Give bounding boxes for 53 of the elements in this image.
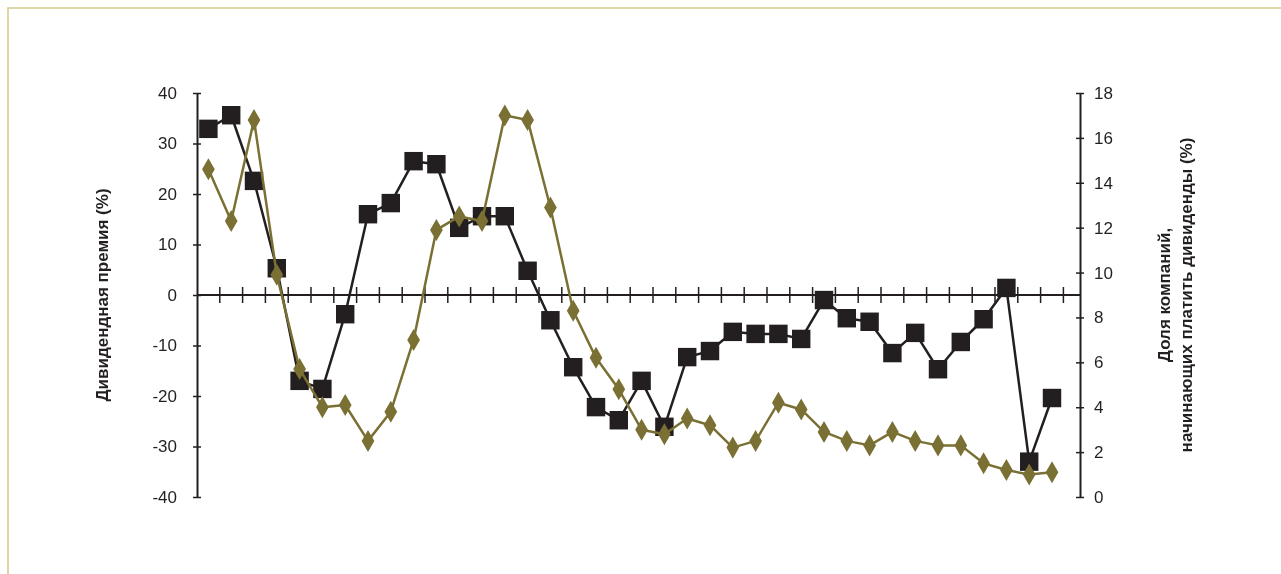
y-tick-label: 20 (158, 184, 177, 204)
point (1019, 452, 1039, 471)
point (769, 324, 788, 344)
y2-tick-label: 4 (1094, 398, 1104, 418)
point (905, 323, 925, 343)
y2-tick-label: 8 (1094, 308, 1104, 328)
point (928, 360, 948, 379)
y2-tick-label: 2 (1094, 443, 1104, 463)
point (427, 154, 446, 174)
point (837, 309, 857, 328)
point (997, 278, 1016, 298)
point (541, 311, 560, 330)
y-tick-label: -20 (152, 386, 177, 406)
point (221, 106, 241, 125)
point (791, 329, 811, 349)
y-tick-label: 0 (167, 285, 177, 305)
y2-tick-label: 16 (1094, 128, 1113, 148)
y2-tick-label: 6 (1094, 353, 1104, 373)
y2-axis-title: Доля компаний, начинающих платить дивиденды (%) (1155, 137, 1196, 453)
y-tick-label: 30 (158, 134, 177, 154)
point (1042, 388, 1062, 408)
y2-tick-label: 14 (1094, 173, 1113, 193)
point (381, 193, 401, 213)
point (609, 411, 629, 430)
point (951, 332, 971, 352)
point (746, 324, 765, 344)
y2-tick-label: 0 (1094, 487, 1104, 507)
y-tick-label: -10 (152, 336, 177, 356)
y-tick-label: -30 (152, 437, 177, 457)
point (974, 310, 993, 329)
point (700, 341, 720, 361)
point (335, 304, 355, 324)
point (860, 312, 879, 331)
point (358, 204, 378, 224)
point (883, 343, 902, 363)
point (632, 371, 651, 391)
point (723, 322, 743, 342)
point (586, 397, 606, 417)
point (563, 357, 583, 377)
y-axis-title: Дивидендная премия (%) (93, 188, 112, 402)
point (495, 207, 515, 226)
point (313, 379, 332, 399)
point (518, 261, 537, 280)
y-tick-label: -40 (152, 487, 177, 507)
point (199, 119, 218, 139)
y2-tick-label: 18 (1094, 83, 1113, 103)
y2-tick-label: 10 (1094, 263, 1113, 283)
point (404, 151, 423, 171)
y-tick-label: 40 (158, 83, 177, 103)
point (677, 347, 697, 367)
y2-tick-label: 12 (1094, 218, 1113, 238)
point (814, 290, 834, 310)
y-tick-label: 10 (158, 235, 177, 255)
